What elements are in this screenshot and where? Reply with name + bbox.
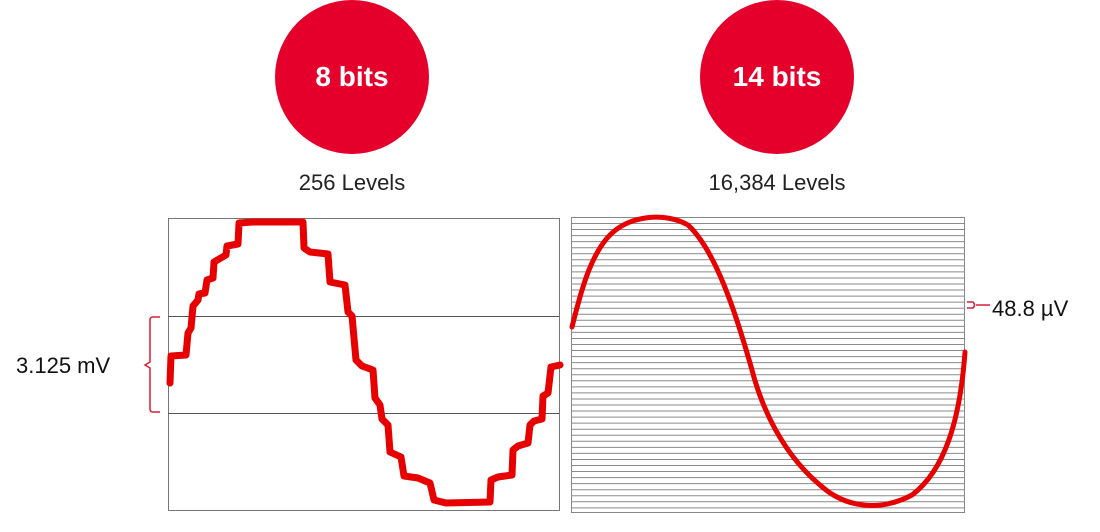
bits-badge-8: 8 bits: [275, 0, 429, 154]
bits-label: 14 bits: [732, 61, 822, 92]
step-size-marker-14bit: [967, 301, 990, 309]
bits-badge-14: 14 bits: [700, 0, 854, 154]
8bit-plot: [143, 218, 560, 511]
quantized-waveform-8bit: [166, 218, 564, 507]
bits-label: 8 bits: [315, 61, 389, 92]
levels-label-14bit: 16,384 Levels: [708, 170, 846, 195]
14bit-plot: [571, 217, 965, 513]
step-size-label-8bit: 3.125 mV: [16, 353, 111, 378]
plot-frame: [571, 217, 965, 513]
step-size-bracket-8bit: [143, 316, 160, 413]
levels-label-8bit: 256 Levels: [298, 170, 406, 195]
quantized-waveform-14bit: [569, 214, 968, 508]
step-size-label-14bit: 48.8 µV: [992, 296, 1069, 321]
